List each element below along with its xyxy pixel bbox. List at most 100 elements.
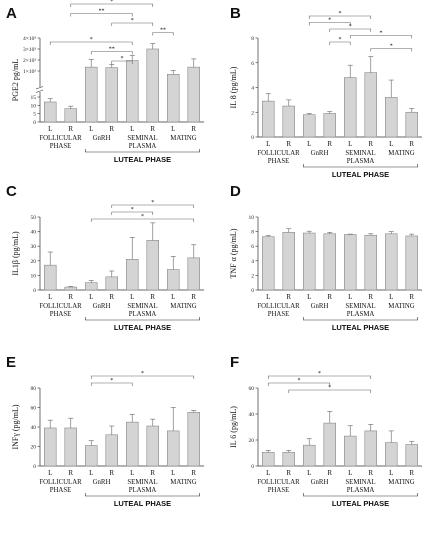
bar	[405, 111, 418, 138]
panel-B-y-tick-label: 8	[251, 36, 254, 42]
group-label-gnrh: GnRH	[93, 479, 111, 486]
bar	[344, 435, 357, 467]
bar	[303, 114, 316, 138]
bar	[44, 101, 57, 123]
bar	[262, 452, 275, 467]
group-label-mating: MATING	[388, 150, 415, 157]
panel-D-y-tick-label: 8	[251, 230, 254, 236]
bar	[282, 232, 295, 291]
significance-bracket	[70, 13, 133, 17]
group-label-mating: MATING	[170, 135, 197, 142]
bar	[146, 240, 159, 291]
panel-A-y-tick-label: 3×10³	[23, 47, 36, 53]
x-tick-label: R	[409, 140, 414, 148]
bar	[167, 74, 180, 123]
group-label-plasma: PLASMA	[129, 311, 157, 318]
significance-label: *	[110, 378, 113, 384]
bar	[385, 97, 398, 138]
panel-A-letter: A	[6, 5, 17, 22]
significance-bracket	[308, 22, 351, 26]
significance-label: *	[110, 0, 113, 5]
bar	[64, 286, 77, 291]
x-tick-label: R	[286, 469, 291, 477]
luteal-phase-bracket	[303, 164, 418, 168]
x-tick-label: R	[368, 140, 373, 148]
bar	[187, 257, 200, 291]
panel-D-y-tick-label: 0	[251, 288, 254, 294]
panel-F-y-tick-label: 60	[249, 386, 255, 392]
group-label-mating: MATING	[170, 303, 197, 310]
group-label-phase: PHASE	[268, 158, 290, 165]
x-tick-label: L	[348, 293, 352, 301]
bar	[167, 269, 180, 291]
bar	[44, 427, 57, 467]
significance-bracket	[329, 28, 372, 32]
group-label-plasma: PLASMA	[129, 143, 157, 150]
luteal-phase-label: LUTEAL PHASE	[332, 170, 389, 179]
x-tick-label: L	[389, 469, 393, 477]
panel-A-y-tick-label: 15	[31, 95, 37, 101]
significance-bracket	[111, 60, 133, 64]
significance-label: *	[141, 214, 144, 220]
panel-C-y-tick-label: 30	[31, 244, 37, 250]
x-tick-label: L	[171, 469, 175, 477]
bar	[344, 234, 357, 291]
x-tick-label: R	[409, 293, 414, 301]
panel-F-y-tick-label: 20	[249, 438, 255, 444]
group-label-mating: MATING	[388, 303, 415, 310]
significance-bracket	[90, 382, 133, 386]
panel-C-letter: C	[6, 183, 17, 200]
group-label-follicular: FOLLICULAR	[257, 479, 300, 486]
group-label-follicular: FOLLICULAR	[257, 303, 300, 310]
panel-A-y-axis-label: PGE2 pg/mL	[11, 59, 20, 102]
panel-D-y-tick-label: 10	[249, 215, 255, 221]
bar	[364, 430, 377, 467]
bar	[303, 444, 316, 467]
bar	[126, 60, 139, 123]
significance-label: *	[298, 378, 301, 384]
luteal-phase-label: LUTEAL PHASE	[332, 499, 389, 508]
group-label-phase: PHASE	[268, 311, 290, 318]
panel-B-y-tick-label: 4	[251, 86, 254, 92]
bar	[64, 108, 77, 123]
panel-F-letter: F	[230, 354, 239, 371]
bar	[303, 232, 316, 291]
x-tick-label: L	[307, 293, 311, 301]
x-tick-label: R	[409, 469, 414, 477]
significance-label: *	[131, 207, 134, 213]
x-tick-label: L	[171, 125, 175, 133]
group-label-plasma: PLASMA	[347, 158, 375, 165]
luteal-phase-bracket	[85, 493, 200, 497]
group-label-follicular: FOLLICULAR	[257, 150, 300, 157]
luteal-phase-bracket	[303, 493, 418, 497]
panel-C-y-axis-label: IL1β (pg/mL)	[11, 231, 20, 276]
luteal-phase-label: LUTEAL PHASE	[114, 499, 171, 508]
panel-A-y-tick-label: 4×10³	[23, 36, 36, 42]
significance-bracket	[49, 41, 133, 45]
x-tick-label: L	[266, 140, 270, 148]
group-label-phase: PHASE	[50, 311, 72, 318]
bar	[323, 233, 336, 291]
group-label-seminal: SEMINAL	[127, 135, 157, 142]
x-tick-label: L	[48, 469, 52, 477]
panel-D-y-axis-label: TNF α (pg/mL)	[229, 228, 238, 278]
bar	[282, 105, 295, 138]
x-tick-label: R	[368, 469, 373, 477]
x-tick-label: L	[307, 140, 311, 148]
bar	[167, 430, 180, 467]
panel-A-y-tick-label: 1×10³	[23, 69, 36, 75]
panel-F-y-tick-label: 0	[251, 464, 254, 470]
panel-A-y-tick-label: 0	[33, 120, 36, 126]
group-label-follicular: FOLLICULAR	[39, 303, 82, 310]
significance-label: *	[131, 18, 134, 24]
significance-bracket	[70, 3, 154, 7]
bar	[262, 236, 275, 291]
bar	[126, 259, 139, 291]
significance-label: *	[349, 24, 352, 30]
significance-label: **	[160, 28, 166, 34]
bar	[323, 422, 336, 467]
x-tick-label: R	[286, 293, 291, 301]
luteal-phase-label: LUTEAL PHASE	[332, 323, 389, 332]
panel-B-y-tick-label: 2	[251, 110, 254, 116]
panel-D-y-tick-label: 4	[251, 259, 254, 265]
